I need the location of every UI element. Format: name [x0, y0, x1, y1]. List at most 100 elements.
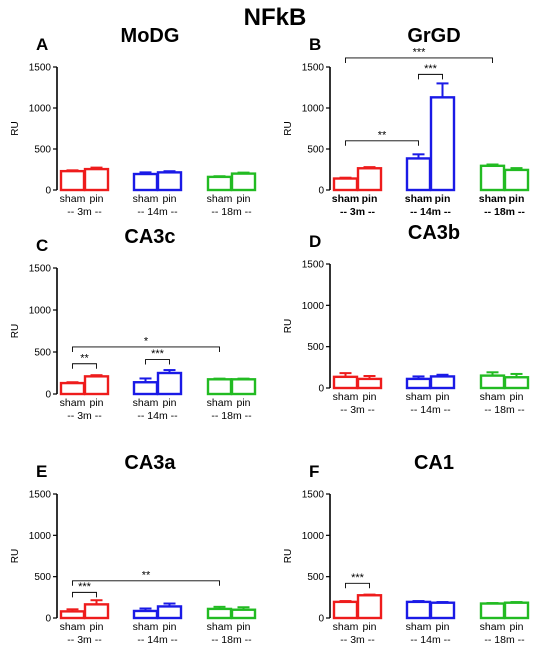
bar: [206, 607, 233, 620]
significance-bracket: [72, 363, 97, 369]
x-group-label: -- 18m --: [211, 634, 252, 646]
x-category-label: pin: [362, 391, 376, 403]
y-tick-label: 1500: [302, 260, 325, 271]
x-category-label: sham: [207, 193, 233, 205]
x-group-label: -- 14m --: [410, 634, 451, 646]
x-category-label: sham: [133, 621, 159, 633]
bar: [503, 601, 530, 620]
significance-label: ***: [151, 348, 165, 360]
x-group-label: -- 18m --: [484, 404, 525, 416]
x-group-label: -- 14m --: [137, 634, 178, 646]
bar: [429, 96, 456, 192]
x-group-label: -- 18m --: [211, 410, 252, 422]
bar: [429, 375, 456, 390]
bar: [59, 381, 86, 396]
y-tick-label: 1000: [302, 104, 325, 115]
significance-label: **: [80, 352, 89, 364]
x-category-label: sham: [406, 391, 432, 403]
panel-title: CA3a: [124, 452, 176, 474]
x-category-label: pin: [435, 193, 451, 205]
bar: [132, 381, 159, 396]
x-group-label: -- 18m --: [484, 634, 525, 646]
y-tick-label: 1000: [29, 531, 52, 542]
x-category-label: pin: [509, 391, 523, 403]
x-group-label: -- 3m --: [67, 634, 102, 646]
y-tick-label: 0: [45, 186, 51, 197]
significance-label: ***: [424, 63, 438, 75]
x-category-label: sham: [207, 397, 233, 409]
x-category-label: sham: [207, 621, 233, 633]
x-category-label: sham: [133, 193, 159, 205]
y-axis-label: RU: [283, 549, 294, 563]
panel-title: CA3b: [408, 222, 460, 244]
significance-label: **: [142, 569, 151, 581]
x-category-label: pin: [362, 621, 376, 633]
panel-letter: A: [36, 35, 48, 54]
x-category-label: sham: [333, 621, 359, 633]
x-category-label: sham: [332, 193, 359, 205]
x-category-label: sham: [60, 397, 86, 409]
x-group-label: -- 14m --: [137, 206, 178, 218]
y-axis-label: RU: [10, 549, 21, 563]
bar: [156, 171, 183, 192]
x-group-label: -- 3m --: [340, 634, 375, 646]
x-category-label: pin: [162, 397, 176, 409]
bar: [132, 609, 159, 620]
panel-letter: B: [309, 35, 321, 54]
panel-letter: F: [309, 462, 319, 481]
x-category-label: pin: [509, 193, 525, 205]
y-tick-label: 1500: [302, 490, 325, 501]
bar: [479, 164, 506, 192]
x-group-label: -- 18m --: [211, 206, 252, 218]
panel-letter: D: [309, 232, 321, 251]
x-category-label: pin: [509, 621, 523, 633]
bar: [132, 172, 159, 192]
y-tick-label: 1000: [302, 301, 325, 312]
bar: [156, 371, 183, 396]
y-tick-label: 500: [307, 145, 324, 156]
significance-bracket: [72, 591, 97, 598]
significance-bracket: [345, 57, 493, 63]
significance-label: ***: [413, 46, 427, 58]
significance-label: **: [378, 129, 387, 141]
bar: [503, 376, 530, 390]
bar: [83, 603, 110, 620]
x-category-label: sham: [405, 193, 432, 205]
y-tick-label: 1000: [302, 531, 325, 542]
bar: [479, 374, 506, 390]
y-tick-label: 1500: [29, 490, 52, 501]
bar: [356, 594, 383, 620]
bar: [405, 600, 432, 620]
y-tick-label: 500: [34, 572, 51, 583]
x-category-label: sham: [480, 391, 506, 403]
x-category-label: pin: [162, 193, 176, 205]
significance-bracket: [345, 140, 419, 146]
x-group-label: -- 3m --: [67, 410, 102, 422]
panel-title: CA1: [414, 452, 454, 474]
x-category-label: pin: [435, 621, 449, 633]
x-category-label: pin: [89, 193, 103, 205]
bar: [405, 157, 432, 192]
x-category-label: pin: [162, 621, 176, 633]
x-category-label: sham: [333, 391, 359, 403]
bar: [230, 608, 257, 620]
bar: [83, 375, 110, 396]
y-tick-label: 1500: [29, 63, 52, 74]
bar: [405, 377, 432, 390]
y-tick-label: 1000: [29, 104, 52, 115]
significance-bracket: [145, 359, 170, 365]
panel-letter: C: [36, 236, 48, 255]
y-tick-label: 1500: [29, 264, 52, 275]
significance-bracket: [345, 582, 370, 589]
x-group-label: -- 14m --: [410, 404, 451, 416]
x-group-label: -- 3m --: [340, 206, 376, 218]
bar: [59, 610, 86, 620]
bar: [206, 378, 233, 396]
bar: [206, 175, 233, 192]
y-axis-label: RU: [10, 121, 21, 135]
bar: [479, 602, 506, 620]
